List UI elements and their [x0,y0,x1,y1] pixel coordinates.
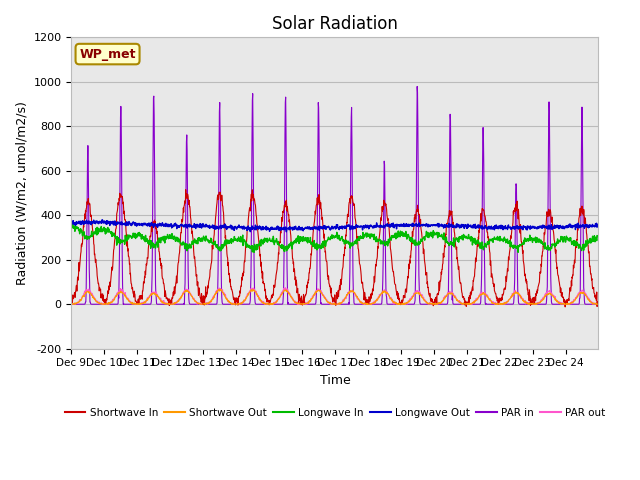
Text: WP_met: WP_met [79,48,136,60]
Legend: Shortwave In, Shortwave Out, Longwave In, Longwave Out, PAR in, PAR out: Shortwave In, Shortwave Out, Longwave In… [60,404,609,422]
Title: Solar Radiation: Solar Radiation [272,15,398,33]
X-axis label: Time: Time [319,374,350,387]
Y-axis label: Radiation (W/m2, umol/m2/s): Radiation (W/m2, umol/m2/s) [15,101,28,285]
